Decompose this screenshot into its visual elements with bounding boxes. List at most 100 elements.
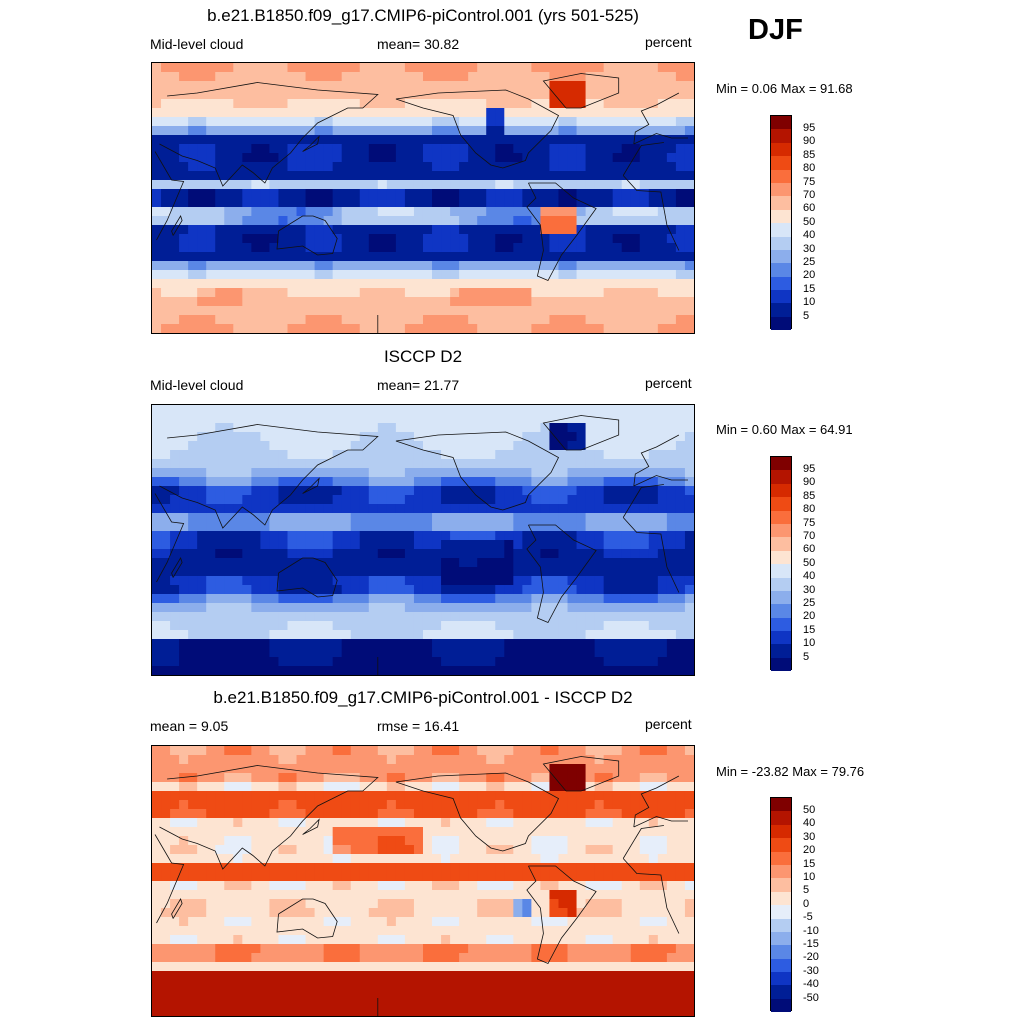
field-cell bbox=[251, 450, 261, 460]
field-cell bbox=[260, 764, 271, 774]
field-cell bbox=[540, 549, 551, 559]
field-cell bbox=[549, 153, 560, 163]
field-cell bbox=[612, 818, 623, 828]
field-cell bbox=[549, 162, 560, 172]
field-cell bbox=[666, 872, 677, 882]
field-cell bbox=[296, 639, 307, 649]
field-cell bbox=[630, 441, 641, 451]
field-cell bbox=[486, 854, 496, 864]
field-cell bbox=[558, 603, 569, 613]
field-cell bbox=[368, 225, 379, 235]
field-cell bbox=[215, 791, 225, 801]
field-cell bbox=[486, 243, 496, 253]
field-cell bbox=[513, 585, 523, 595]
field-cell bbox=[359, 836, 370, 846]
field-cell bbox=[522, 477, 532, 487]
field-cell bbox=[152, 621, 162, 631]
field-cell bbox=[639, 773, 650, 783]
field-cell bbox=[278, 513, 289, 523]
field-cell bbox=[468, 423, 478, 433]
field-cell bbox=[477, 504, 487, 514]
field-cell bbox=[422, 297, 433, 307]
field-cell bbox=[612, 764, 623, 774]
field-cell bbox=[179, 108, 189, 118]
field-cell bbox=[441, 297, 451, 307]
field-cell bbox=[675, 90, 686, 100]
field-cell bbox=[368, 872, 379, 882]
field-cell bbox=[648, 818, 659, 828]
field-cell bbox=[495, 522, 505, 532]
field-cell bbox=[639, 414, 650, 424]
field-cell bbox=[567, 549, 578, 559]
field-cell bbox=[549, 468, 560, 478]
field-cell bbox=[675, 890, 686, 900]
field-cell bbox=[621, 450, 632, 460]
field-cell bbox=[170, 207, 180, 217]
field-cell bbox=[630, 513, 641, 523]
field-cell bbox=[666, 495, 677, 505]
field-cell bbox=[233, 612, 243, 622]
field-cell bbox=[603, 234, 614, 244]
field-cell bbox=[278, 881, 289, 891]
field-cell bbox=[368, 486, 379, 496]
field-cell bbox=[224, 279, 234, 289]
field-cell bbox=[152, 504, 162, 514]
field-cell bbox=[233, 800, 243, 810]
field-cell bbox=[558, 504, 569, 514]
field-cell bbox=[260, 432, 271, 442]
field-cell bbox=[224, 477, 234, 487]
field-cell bbox=[567, 827, 578, 837]
field-cell bbox=[179, 153, 189, 163]
field-cell bbox=[359, 549, 370, 559]
field-cell bbox=[648, 899, 659, 909]
field-cell bbox=[522, 540, 532, 550]
field-cell bbox=[215, 405, 225, 415]
field-cell bbox=[513, 872, 523, 882]
field-cell bbox=[161, 836, 171, 846]
field-cell bbox=[368, 513, 379, 523]
field-cell bbox=[612, 126, 623, 136]
field-cell bbox=[152, 594, 162, 604]
field-cell bbox=[522, 630, 532, 640]
field-cell bbox=[251, 126, 261, 136]
field-cell bbox=[648, 791, 659, 801]
field-cell bbox=[675, 315, 686, 325]
field-cell bbox=[567, 432, 578, 442]
field-cell bbox=[341, 117, 352, 127]
field-cell bbox=[621, 836, 632, 846]
field-cell bbox=[585, 513, 596, 523]
field-cell bbox=[350, 441, 361, 451]
field-cell bbox=[179, 540, 189, 550]
field-cell bbox=[332, 72, 343, 82]
field-cell bbox=[630, 477, 641, 487]
field-cell bbox=[585, 773, 596, 783]
field-cell bbox=[413, 126, 424, 136]
field-cell bbox=[531, 881, 542, 891]
field-cell bbox=[549, 117, 560, 127]
field-cell bbox=[657, 153, 668, 163]
field-cell bbox=[522, 279, 532, 289]
field-cell bbox=[269, 477, 280, 487]
field-cell bbox=[305, 926, 316, 936]
field-cell bbox=[413, 189, 424, 199]
field-cell bbox=[206, 746, 216, 756]
field-cell bbox=[287, 576, 298, 586]
field-cell bbox=[513, 522, 523, 532]
field-cell bbox=[576, 225, 587, 235]
field-cell bbox=[450, 594, 460, 604]
field-cell bbox=[359, 279, 370, 289]
field-cell bbox=[630, 621, 641, 631]
field-cell bbox=[531, 648, 542, 658]
field-cell bbox=[386, 809, 397, 819]
field-cell bbox=[666, 755, 677, 765]
field-cell bbox=[576, 315, 587, 325]
field-cell bbox=[567, 926, 578, 936]
field-cell bbox=[441, 153, 451, 163]
field-cell bbox=[422, 648, 433, 658]
field-cell bbox=[197, 630, 207, 640]
field-cell bbox=[233, 549, 243, 559]
field-cell bbox=[206, 279, 216, 289]
field-cell bbox=[459, 567, 469, 577]
field-cell bbox=[612, 917, 623, 927]
field-cell bbox=[630, 540, 641, 550]
